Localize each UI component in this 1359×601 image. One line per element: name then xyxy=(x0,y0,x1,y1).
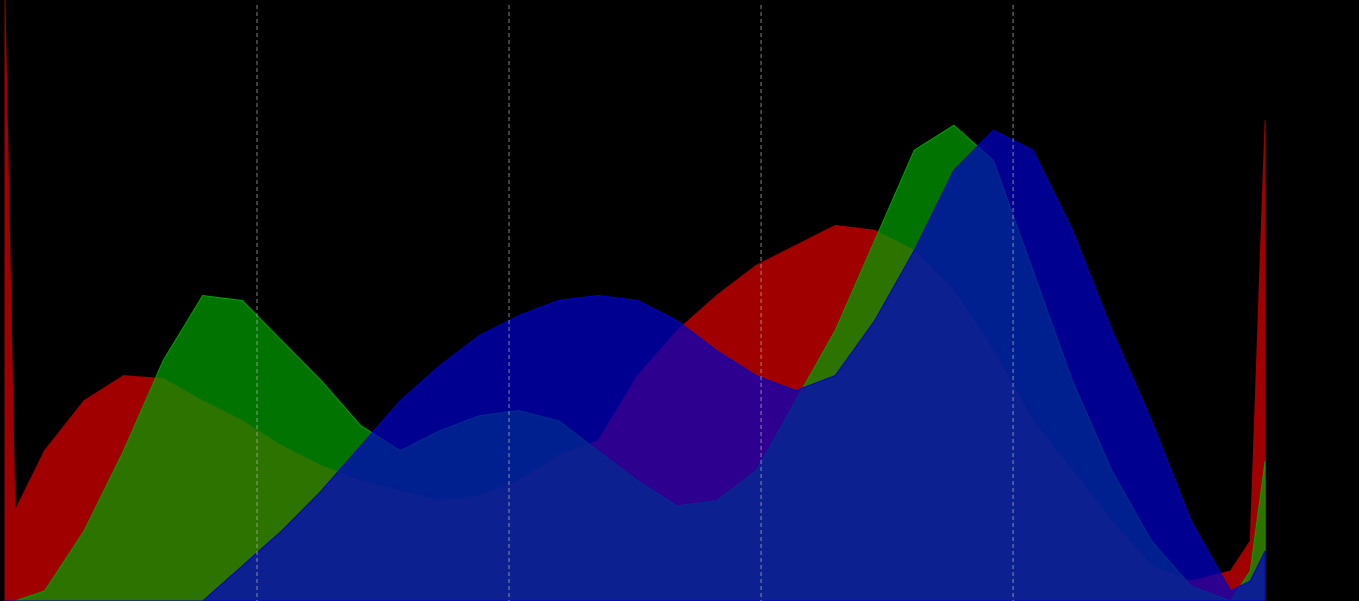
channel-area xyxy=(5,129,1266,601)
